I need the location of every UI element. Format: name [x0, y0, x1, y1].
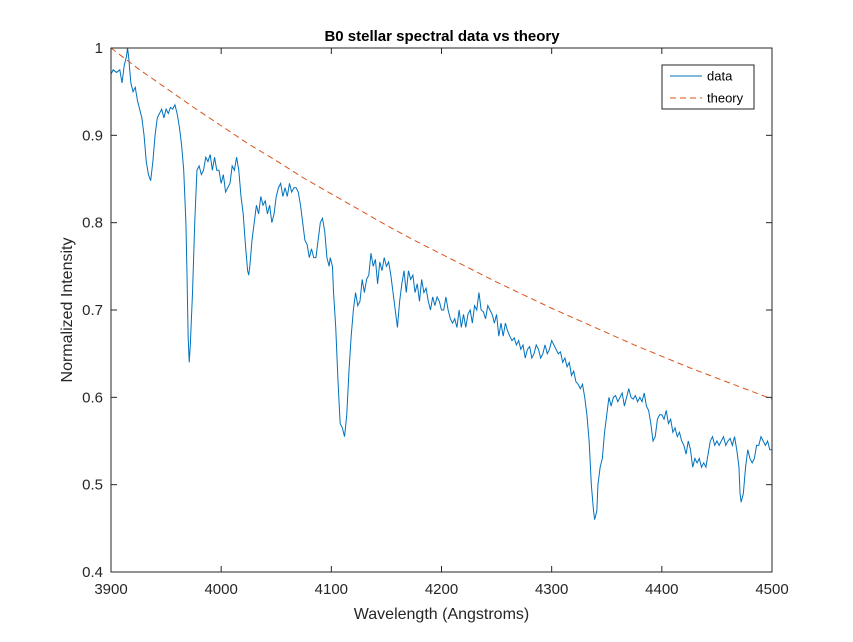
x-tick-label: 4200	[425, 581, 458, 598]
y-tick-label: 0.8	[82, 215, 103, 232]
series-line-data	[110, 47, 772, 520]
x-tick-label: 4300	[535, 581, 568, 598]
x-tick-label: 4000	[204, 581, 237, 598]
y-tick-label: 0.9	[82, 127, 103, 144]
y-tick-label: 0.7	[82, 302, 103, 319]
legend-label-theory: theory	[707, 91, 744, 106]
x-axis-label: Wavelength (Angstroms)	[354, 606, 529, 623]
legend: data theory	[661, 64, 755, 110]
x-tick-label: 4500	[755, 581, 788, 598]
y-tick-label: 0.6	[82, 389, 103, 406]
series-line-theory	[110, 47, 773, 400]
y-tick-label: 1	[95, 40, 103, 57]
x-tick-label: 3900	[94, 581, 127, 598]
series-group	[110, 47, 773, 520]
y-tick-label: 0.5	[82, 477, 103, 494]
y-tick-label: 0.4	[82, 564, 103, 581]
x-tick-label: 4400	[645, 581, 678, 598]
ticks-group: 3900 4000 4100 4200 4300 4400 4500 0.4 0.5 0.6 0.7…	[82, 40, 789, 598]
y-axis-label: Normalized Intensity	[59, 238, 76, 383]
x-tick-label: 4100	[315, 581, 348, 598]
chart-title: B0 stellar spectral data vs theory	[324, 28, 560, 45]
legend-label-data: data	[707, 69, 733, 84]
legend-box	[661, 64, 755, 110]
